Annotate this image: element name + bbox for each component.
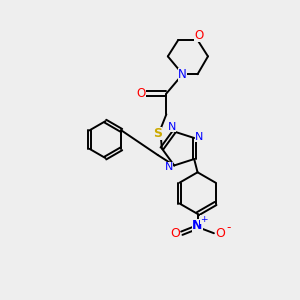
- Text: +: +: [200, 215, 208, 224]
- Text: N: N: [168, 122, 176, 132]
- Text: O: O: [170, 227, 180, 240]
- Text: S: S: [153, 127, 162, 140]
- Text: O: O: [215, 227, 225, 240]
- Text: N: N: [178, 68, 187, 81]
- Text: N: N: [165, 162, 173, 172]
- Text: O: O: [136, 87, 146, 100]
- Text: N: N: [192, 219, 203, 232]
- Text: O: O: [194, 29, 204, 42]
- Text: -: -: [226, 221, 230, 234]
- Text: N: N: [195, 131, 204, 142]
